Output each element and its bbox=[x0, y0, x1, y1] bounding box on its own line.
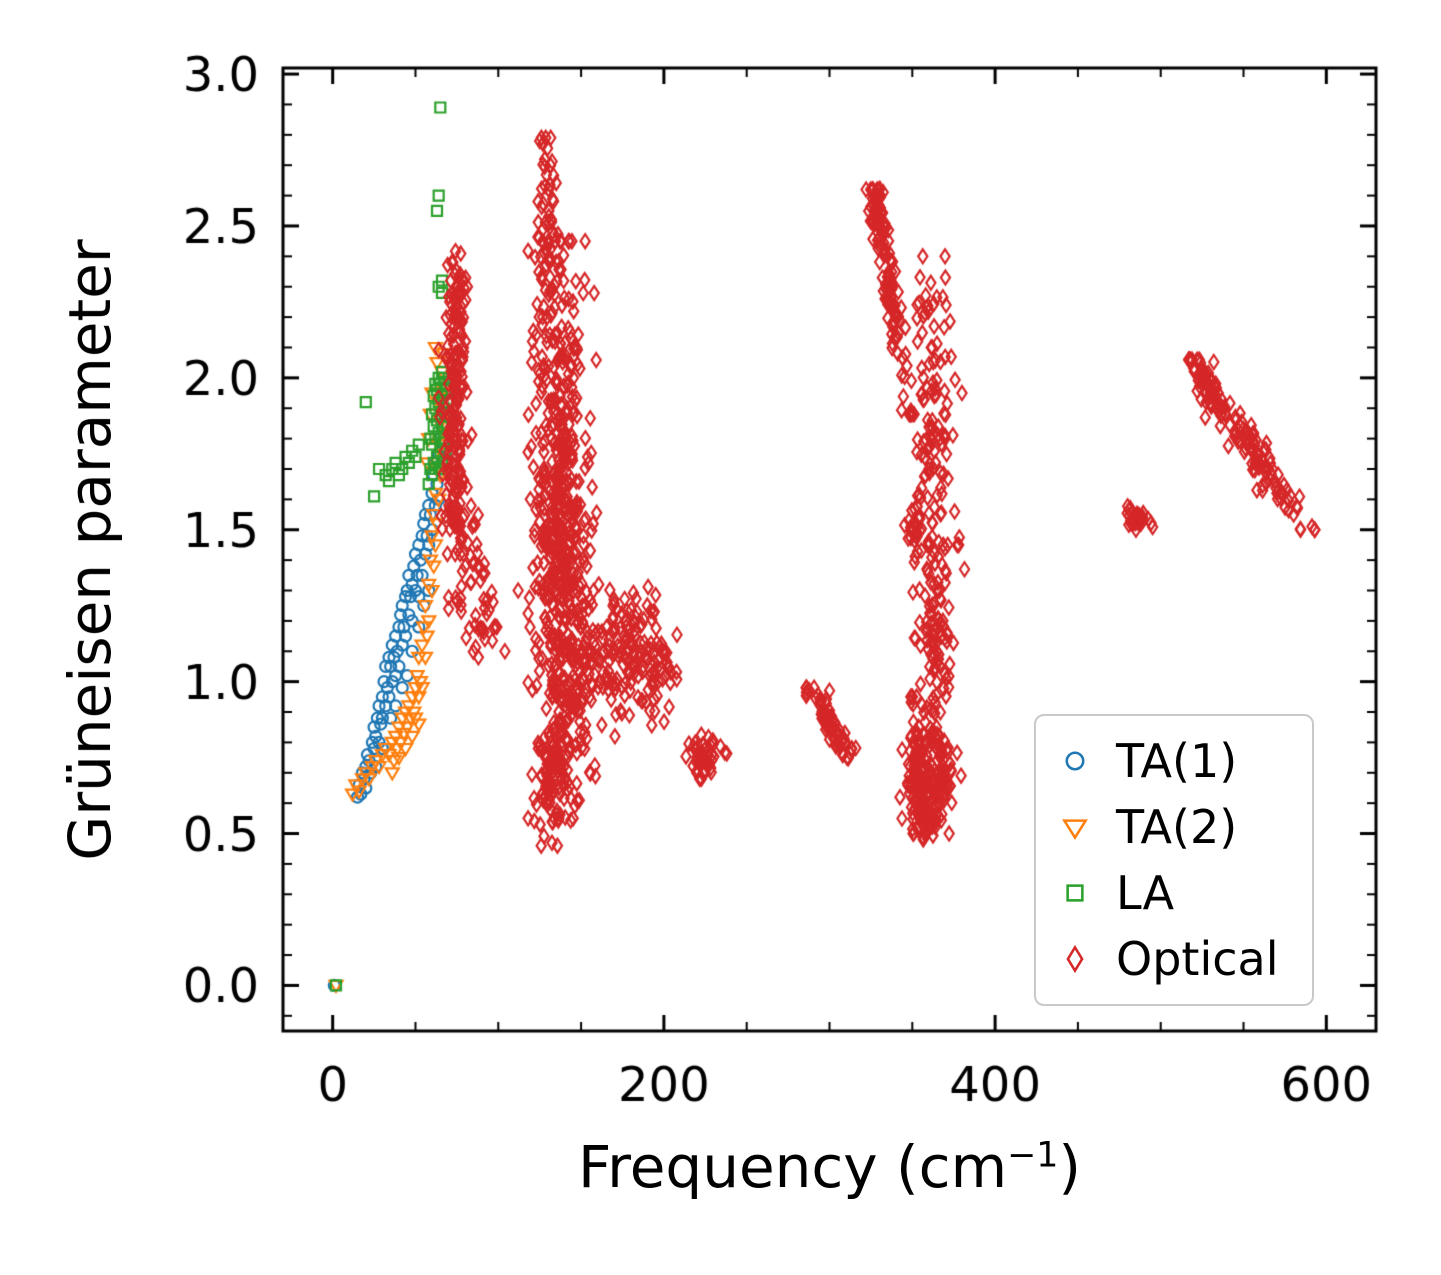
x-axis-label: Frequency (cm−1) bbox=[283, 1133, 1376, 1201]
legend-item-optical: Optical bbox=[1058, 930, 1278, 988]
diamond-marker-icon bbox=[1066, 944, 1084, 974]
legend-item-ta1: TA(1) bbox=[1058, 732, 1278, 790]
circle-marker-icon bbox=[1065, 751, 1085, 771]
legend-label-ta1: TA(1) bbox=[1116, 734, 1238, 788]
legend-label-ta2: TA(2) bbox=[1116, 800, 1238, 854]
legend-label-la: LA bbox=[1116, 866, 1175, 920]
y-axis-label: Grüneisen parameter bbox=[56, 239, 124, 861]
x-axis-label-superscript: −1 bbox=[1007, 1135, 1059, 1176]
x-axis-label-main: Frequency (cm bbox=[577, 1133, 1008, 1201]
legend-item-la: LA bbox=[1058, 864, 1278, 922]
triangle-down-marker-icon bbox=[1062, 819, 1088, 841]
legend-item-ta2: TA(2) bbox=[1058, 798, 1278, 856]
legend: TA(1) TA(2) LA Optical bbox=[1034, 714, 1315, 1006]
square-marker-icon bbox=[1066, 884, 1084, 902]
legend-label-optical: Optical bbox=[1116, 932, 1279, 986]
x-axis-label-end: ) bbox=[1058, 1133, 1082, 1201]
